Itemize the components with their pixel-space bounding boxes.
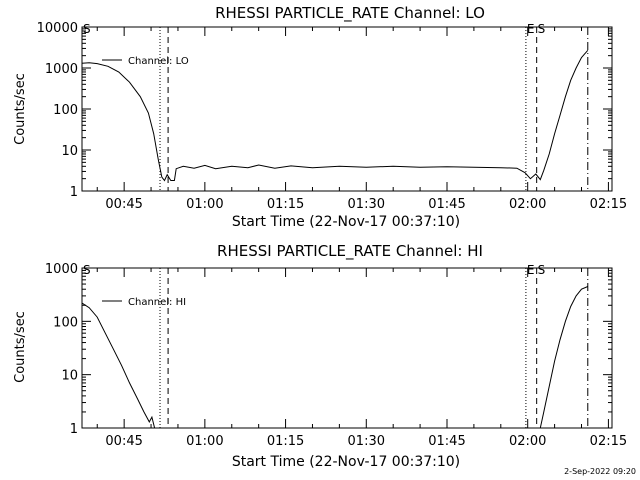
lo-channel-panel: RHESSI PARTICLE_RATE Channel: LO Start T… xyxy=(13,4,627,230)
y-tick-label: 10 xyxy=(61,369,78,384)
x-axis-label: Start Time (22-Nov-17 00:37:10) xyxy=(232,214,460,230)
y-tick-label: 10000 xyxy=(37,21,78,36)
legend-label: Channel: HI xyxy=(128,297,186,308)
y-tick-label: 1 xyxy=(70,185,78,200)
y-tick-label: 1000 xyxy=(45,62,78,77)
y-tick-label: 1 xyxy=(70,422,78,437)
y-axis-label: Counts/sec xyxy=(13,311,28,383)
x-tick-label: 02:00 xyxy=(509,197,546,212)
x-tick-label: 01:45 xyxy=(428,197,465,212)
x-tick-label: 01:45 xyxy=(428,434,465,449)
x-tick-label: 02:15 xyxy=(590,197,627,212)
x-tick-label: 01:15 xyxy=(267,197,304,212)
x-tick-label: 01:00 xyxy=(186,197,223,212)
x-tick-label: 02:00 xyxy=(509,434,546,449)
x-tick-label: 01:30 xyxy=(348,197,385,212)
event-marker-label: S xyxy=(538,22,546,36)
series-line xyxy=(81,49,589,182)
y-tick-label: 100 xyxy=(53,315,78,330)
footer-timestamp: 2-Sep-2022 09:20 xyxy=(564,467,636,476)
x-tick-label: 00:45 xyxy=(105,197,142,212)
y-tick-label: 100 xyxy=(53,103,78,118)
event-marker-label: E xyxy=(527,22,535,36)
event-marker-label: E xyxy=(527,263,535,277)
x-axis-label: Start Time (22-Nov-17 00:37:10) xyxy=(232,454,460,470)
y-tick-label: 1000 xyxy=(45,262,78,277)
event-marker-label: S xyxy=(83,22,91,36)
x-tick-label: 01:30 xyxy=(348,434,385,449)
legend-label: Channel: LO xyxy=(128,56,189,67)
chart-title: RHESSI PARTICLE_RATE Channel: LO xyxy=(215,4,485,23)
y-tick-label: 10 xyxy=(61,144,78,159)
series-line xyxy=(81,286,588,429)
x-tick-label: 01:15 xyxy=(267,434,304,449)
hi-channel-panel: RHESSI PARTICLE_RATE Channel: HI Start T… xyxy=(13,242,627,470)
x-tick-label: 02:15 xyxy=(590,434,627,449)
x-tick-label: 01:00 xyxy=(186,434,223,449)
x-tick-label: 00:45 xyxy=(105,434,142,449)
event-marker-label: S xyxy=(538,263,546,277)
y-axis-label: Counts/sec xyxy=(13,73,28,145)
chart-title: RHESSI PARTICLE_RATE Channel: HI xyxy=(217,242,483,261)
event-marker-label: S xyxy=(83,263,91,277)
